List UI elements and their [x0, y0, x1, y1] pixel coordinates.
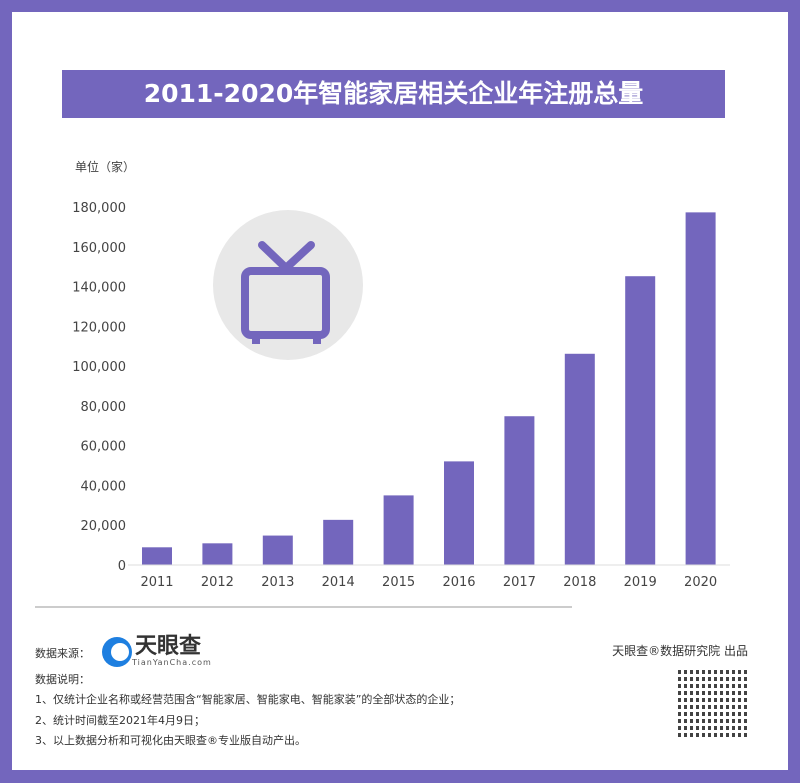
y-tick-label: 40,000 [81, 479, 127, 494]
x-tick-label: 2014 [322, 575, 355, 590]
bar-2012 [202, 543, 233, 565]
bar-2013 [262, 535, 293, 565]
y-tick-label: 20,000 [81, 519, 127, 534]
bar-2014 [323, 519, 354, 565]
bar-2011 [142, 547, 172, 565]
x-tick-label: 2018 [563, 575, 596, 590]
notes-label: 数据说明： [35, 673, 90, 686]
x-tick-label: 2012 [201, 575, 234, 590]
x-tick-label: 2013 [261, 575, 294, 590]
bar-2017 [504, 416, 535, 565]
note-3: 3、以上数据分析和可视化由天眼查®专业版自动产出。 [35, 734, 306, 747]
qr-code [678, 667, 748, 737]
y-tick-label: 180,000 [72, 201, 126, 216]
y-tick-label: 80,000 [81, 400, 127, 415]
x-tick-label: 2015 [382, 575, 415, 590]
x-tick-label: 2020 [684, 575, 717, 590]
unit-label: 单位（家） [75, 159, 135, 174]
tianyancha-logo: 天眼查 TianYanCha.com [102, 636, 212, 667]
bar-2019 [625, 276, 656, 565]
x-tick-label: 2019 [624, 575, 657, 590]
tv-icon [241, 241, 330, 344]
bar-2015 [383, 495, 414, 565]
x-tick-label: 2011 [140, 575, 173, 590]
note-2: 2、统计时间截至2021年4月9日； [35, 714, 205, 727]
y-tick-label: 60,000 [81, 440, 127, 455]
bar-2016 [444, 461, 474, 565]
x-tick-label: 2016 [442, 575, 475, 590]
bar-chart: 单位（家） 0 20,000 40,000 60,000 80,000 100,000 12… [35, 159, 730, 608]
note-1: 1、仅统计企业名称或经营范围含“智能家居、智能家电、智能家装”的全部状态的企业； [35, 693, 461, 706]
x-tick-label: 2017 [503, 575, 536, 590]
bar-2018 [564, 353, 595, 565]
y-tick-label: 120,000 [72, 320, 126, 335]
chart-title: 2011-2020年智能家居相关企业年注册总量 [62, 70, 725, 118]
y-tick-label: 0 [118, 559, 126, 574]
y-tick-label: 100,000 [72, 360, 126, 375]
y-tick-label: 160,000 [72, 241, 126, 256]
bar-2020 [685, 212, 716, 565]
source-label: 数据来源： [35, 647, 90, 660]
panel [12, 12, 788, 770]
y-tick-label: 140,000 [72, 281, 126, 296]
credit: 天眼查®数据研究院 出品 [612, 644, 748, 658]
